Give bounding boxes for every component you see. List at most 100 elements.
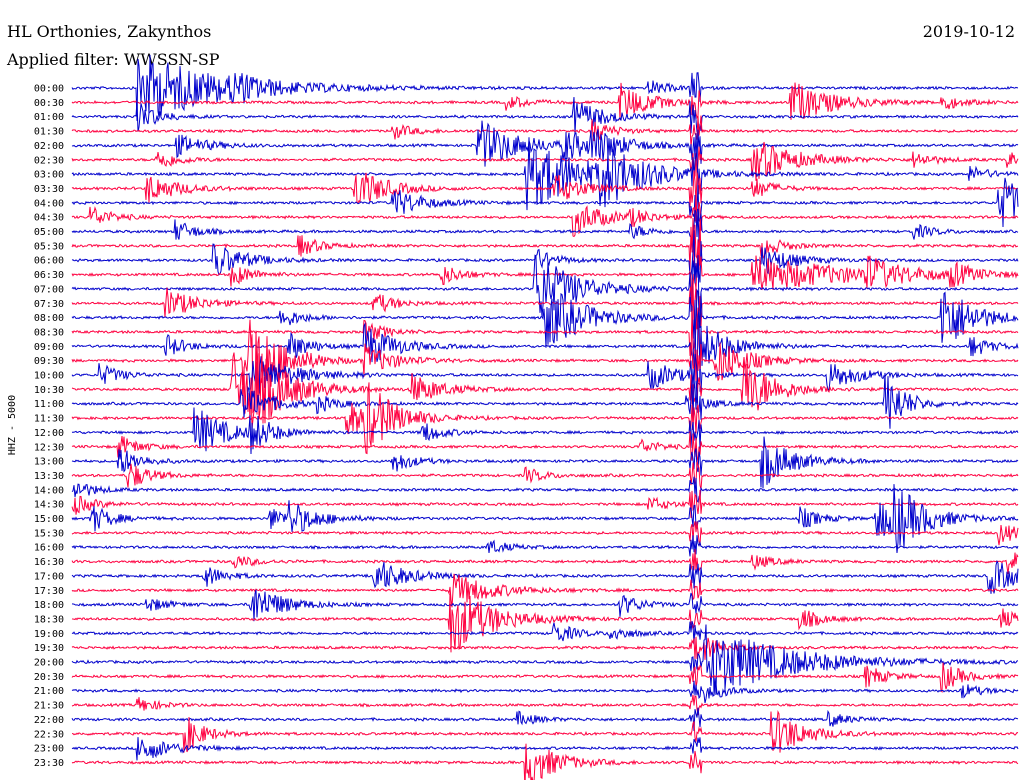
trace-09:30 — [71, 319, 1019, 414]
time-tick-label: 07:30 — [34, 299, 64, 310]
time-tick-label: 07:00 — [34, 284, 64, 295]
time-tick-label: 10:30 — [34, 385, 64, 396]
trace-09:00 — [71, 299, 1019, 397]
time-tick-label: 02:00 — [34, 141, 64, 152]
trace-16:00 — [71, 535, 1019, 557]
trace-11:00 — [71, 372, 1019, 429]
time-tick-label: 11:00 — [34, 399, 64, 410]
trace-08:00 — [71, 288, 1019, 348]
trace-14:30 — [71, 489, 1019, 518]
time-tick-label: 02:30 — [34, 155, 64, 166]
trace-01:00 — [71, 97, 1019, 135]
time-tick-label: 23:00 — [34, 744, 64, 755]
time-tick-label: 17:00 — [34, 571, 64, 582]
time-tick-label: 22:00 — [34, 715, 64, 726]
trace-14:00 — [71, 476, 1019, 503]
date-label: 2019-10-12 — [923, 22, 1015, 41]
time-tick-label: 06:00 — [34, 256, 64, 267]
time-tick-labels: 00:00 00:30 01:00 01:30 02:00 02:30 03:00 03:30… — [34, 84, 64, 769]
time-tick-label: 11:30 — [34, 414, 64, 425]
trace-23:00 — [71, 737, 1019, 761]
trace-07:30 — [71, 279, 1019, 330]
time-tick-label: 05:30 — [34, 241, 64, 252]
trace-19:30 — [71, 636, 1019, 660]
time-tick-label: 08:00 — [34, 313, 64, 324]
filter-subtitle: Applied filter: WWSSN-SP — [6, 50, 220, 69]
trace-17:30 — [71, 573, 1019, 608]
time-tick-label: 21:00 — [34, 686, 64, 697]
trace-04:00 — [71, 177, 1019, 228]
time-tick-label: 20:00 — [34, 658, 64, 669]
trace-22:30 — [72, 709, 1019, 753]
time-tick-label: 22:30 — [34, 729, 64, 740]
trace-18:30 — [71, 593, 1019, 653]
trace-02:00 — [71, 120, 1019, 167]
trace-12:30 — [71, 431, 1019, 463]
trace-13:30 — [71, 461, 1019, 490]
time-tick-label: 06:30 — [34, 270, 64, 281]
time-tick-label: 00:00 — [34, 84, 64, 95]
station-title: HL Orthonies, Zakynthos — [7, 22, 211, 41]
trace-01:30 — [71, 115, 1019, 148]
trace-21:00 — [71, 680, 1019, 704]
trace-18:00 — [71, 589, 1019, 622]
time-tick-label: 03:30 — [34, 184, 64, 195]
trace-06:30 — [71, 239, 1019, 302]
time-tick-label: 00:30 — [34, 98, 64, 109]
time-tick-label: 05:00 — [34, 227, 64, 238]
trace-05:00 — [71, 208, 1019, 251]
time-tick-label: 01:00 — [34, 112, 64, 123]
trace-11:30 — [71, 382, 1019, 455]
time-tick-label: 13:30 — [34, 471, 64, 482]
time-tick-label: 17:30 — [34, 586, 64, 597]
time-tick-label: 18:00 — [34, 600, 64, 611]
trace-03:30 — [71, 170, 1019, 208]
trace-17:00 — [71, 559, 1019, 594]
trace-20:30 — [71, 662, 1019, 694]
y-axis-label: HHZ - 5000 — [7, 395, 18, 455]
trace-22:00 — [71, 707, 1019, 732]
trace-15:00 — [71, 484, 1019, 554]
trace-00:00 — [71, 54, 1019, 121]
trace-04:30 — [71, 191, 1019, 238]
trace-21:30 — [71, 694, 1019, 716]
trace-13:00 — [71, 436, 1019, 489]
time-tick-label: 16:00 — [34, 543, 64, 554]
trace-05:30 — [71, 217, 1019, 271]
time-tick-label: 23:30 — [34, 758, 64, 769]
time-tick-label: 12:00 — [34, 428, 64, 439]
time-tick-label: 01:30 — [34, 127, 64, 138]
time-tick-label: 14:00 — [34, 485, 64, 496]
trace-16:30 — [71, 549, 1019, 575]
trace-08:30 — [71, 310, 1019, 357]
time-tick-label: 04:30 — [34, 213, 64, 224]
time-tick-label: 15:30 — [34, 528, 64, 539]
time-tick-label: 18:30 — [34, 614, 64, 625]
time-tick-label: 12:30 — [34, 442, 64, 453]
time-tick-label: 04:00 — [34, 198, 64, 209]
time-tick-label: 14:30 — [34, 500, 64, 511]
time-tick-label: 09:00 — [34, 342, 64, 353]
time-tick-label: 03:00 — [34, 170, 64, 181]
time-tick-label: 19:30 — [34, 643, 64, 654]
trace-10:30 — [71, 352, 1019, 429]
trace-00:30 — [71, 82, 1019, 121]
trace-20:00 — [71, 624, 1019, 696]
trace-23:30 — [71, 743, 1019, 780]
time-tick-label: 09:30 — [34, 356, 64, 367]
time-tick-label: 21:30 — [34, 701, 64, 712]
trace-06:00 — [71, 230, 1019, 283]
time-tick-label: 15:00 — [34, 514, 64, 525]
trace-19:00 — [71, 621, 1019, 645]
trace-07:00 — [71, 254, 1019, 317]
time-tick-label: 10:00 — [34, 371, 64, 382]
trace-15:30 — [71, 521, 1019, 546]
trace-12:00 — [71, 407, 1019, 455]
trace-rows — [71, 54, 1019, 780]
time-tick-label: 08:30 — [34, 327, 64, 338]
trace-10:00 — [71, 353, 1019, 394]
time-tick-label: 16:30 — [34, 557, 64, 568]
time-tick-label: 20:30 — [34, 672, 64, 683]
time-tick-label: 19:00 — [34, 629, 64, 640]
